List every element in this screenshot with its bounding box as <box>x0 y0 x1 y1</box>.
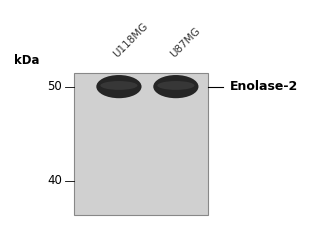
Ellipse shape <box>153 75 198 98</box>
Text: U118MG: U118MG <box>112 21 150 60</box>
Text: Enolase-2: Enolase-2 <box>229 80 298 93</box>
Ellipse shape <box>100 81 137 90</box>
Ellipse shape <box>96 75 141 98</box>
Ellipse shape <box>157 81 194 90</box>
Text: 50: 50 <box>47 80 62 93</box>
Text: U87MG: U87MG <box>169 26 203 60</box>
Text: 40: 40 <box>47 174 62 187</box>
FancyBboxPatch shape <box>74 73 208 215</box>
Text: kDa: kDa <box>14 54 40 68</box>
